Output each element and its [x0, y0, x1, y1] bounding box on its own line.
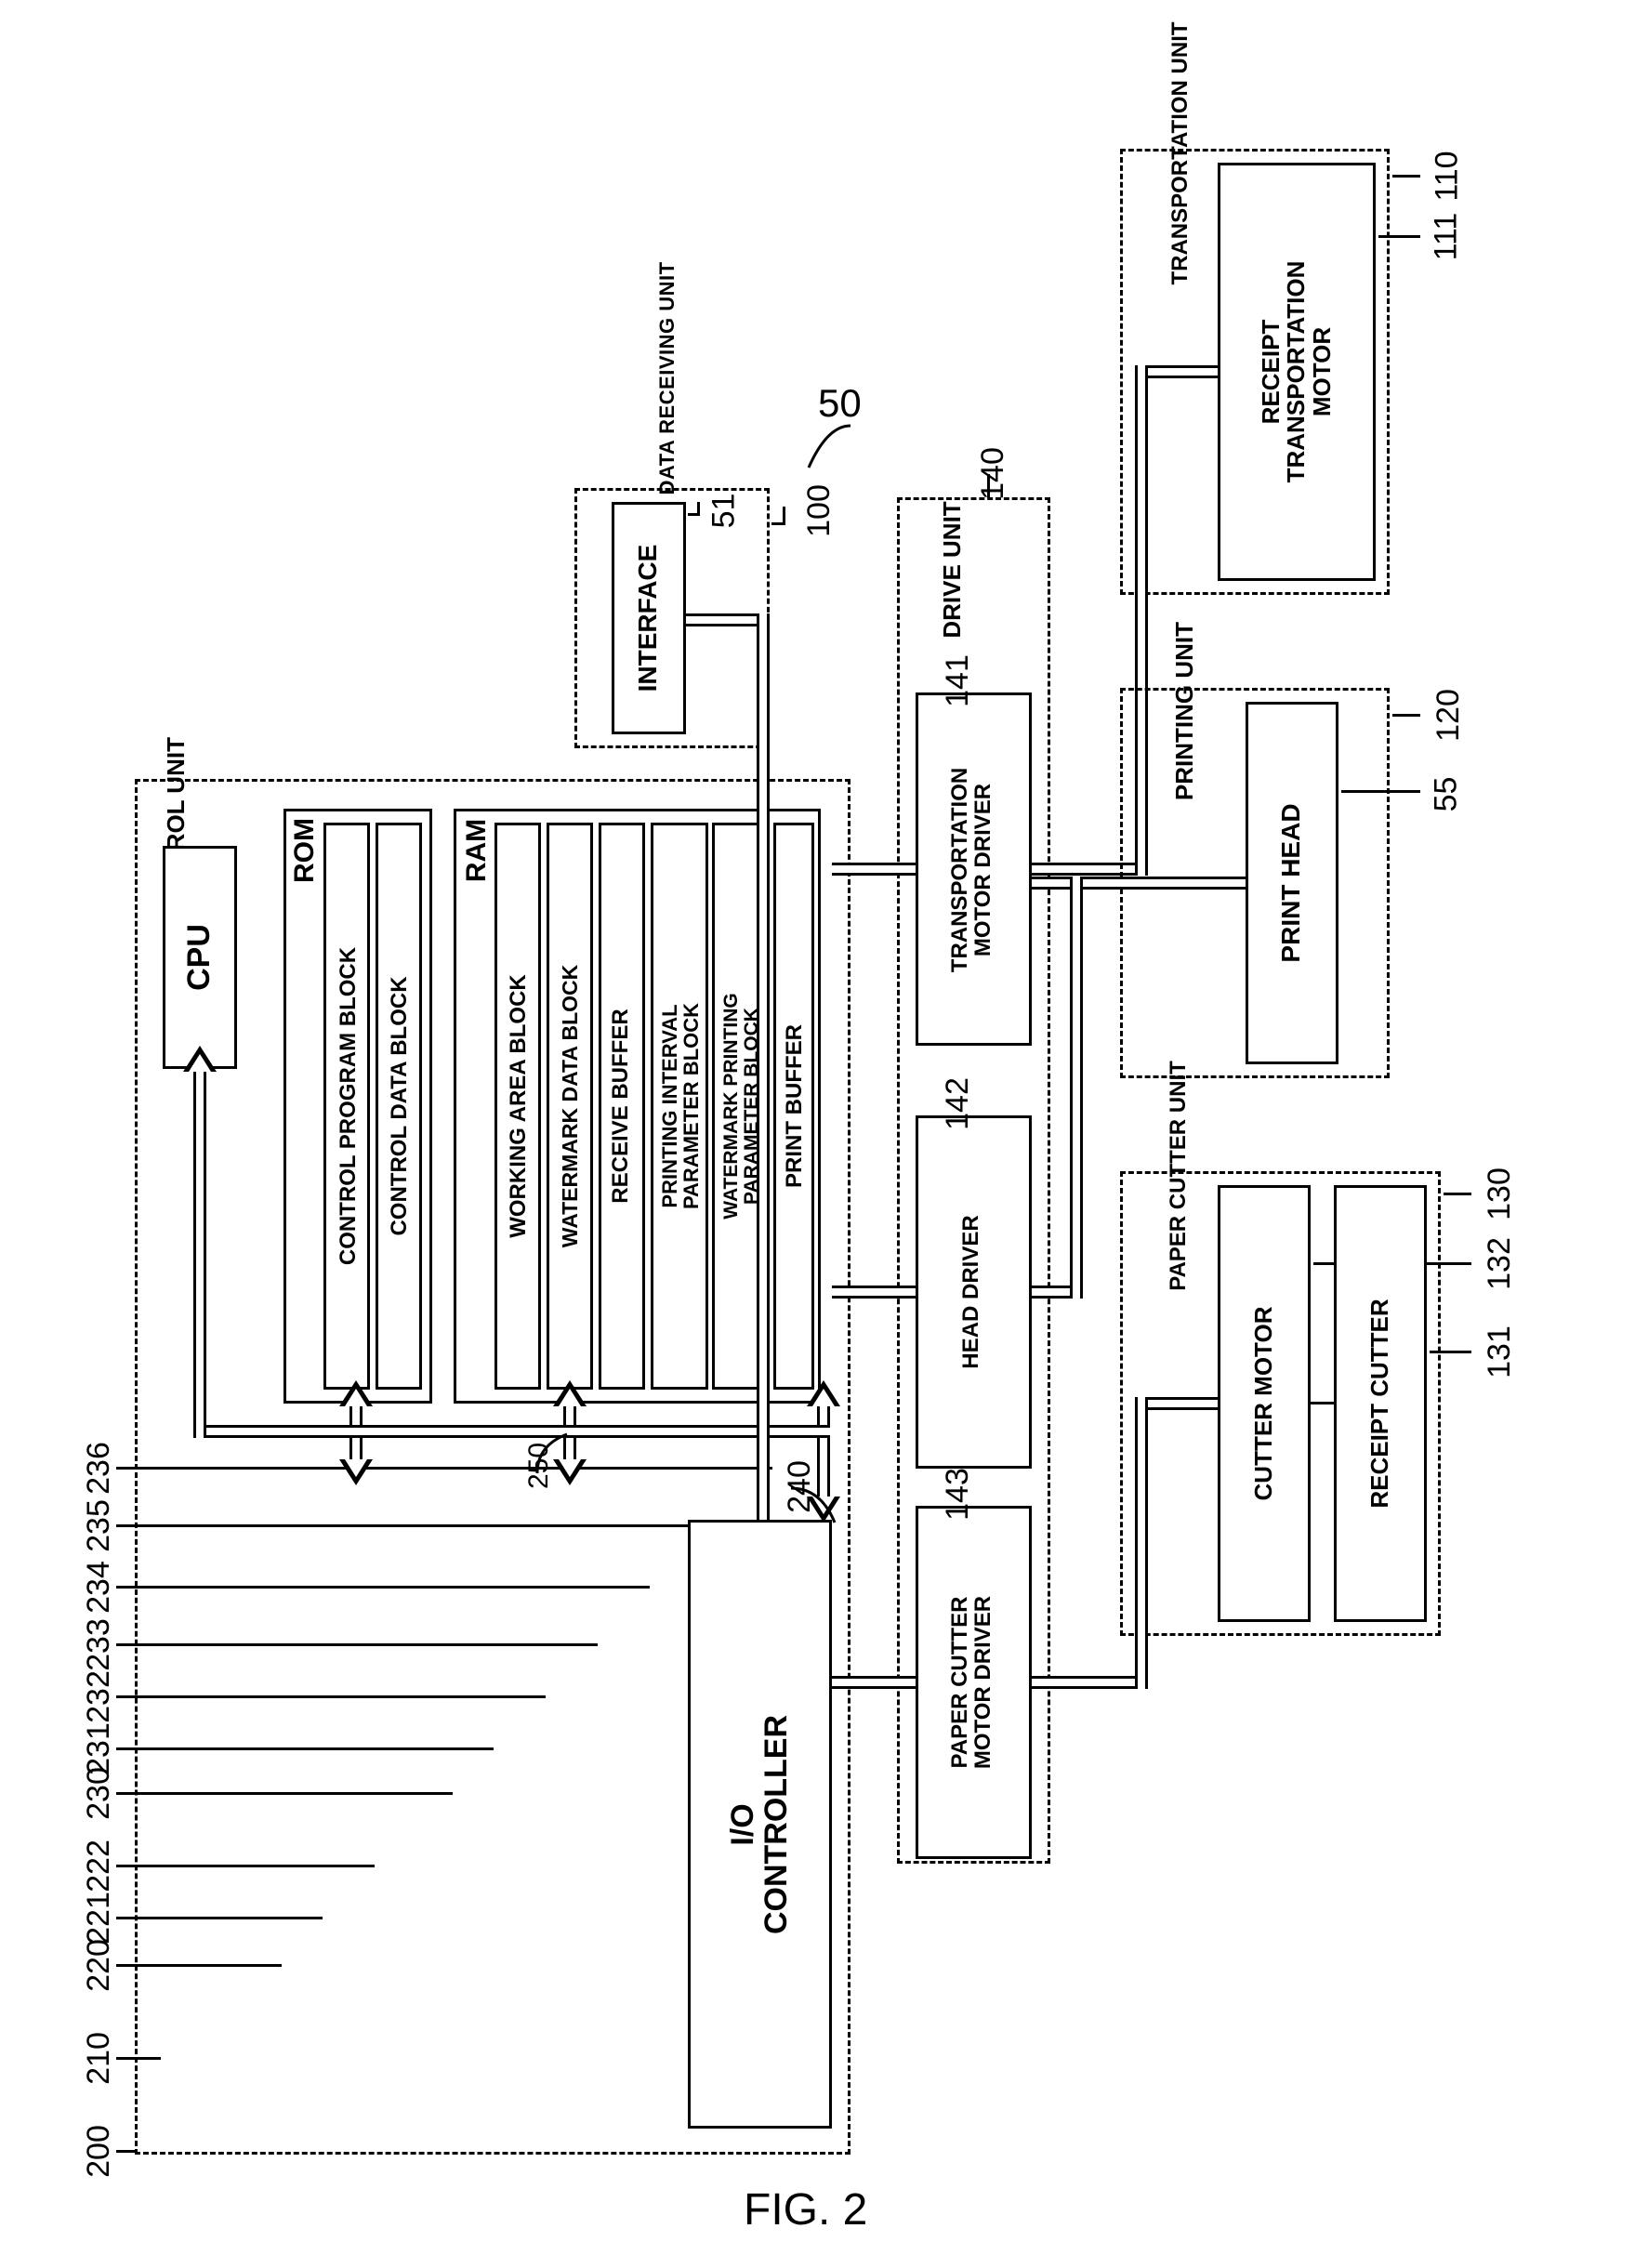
data-receiving-unit-label: DATA RECEIVING UNIT: [653, 257, 681, 499]
cutter-motor-label: CUTTER MOTOR: [1250, 1236, 1278, 1571]
ram-receive-buffer-label: RECEIVE BUFFER: [607, 930, 635, 1283]
print-head-label: PRINT HEAD: [1277, 748, 1305, 1018]
cpu-label: CPU: [186, 902, 214, 1013]
leader-main: [799, 416, 864, 481]
ref-rom: 220: [81, 1939, 117, 1992]
receipt-cutter-label: RECEIPT CUTTER: [1366, 1227, 1394, 1580]
ram-printing-interval-label: PRINTING INTERVAL PARAMETER BLOCK: [654, 911, 706, 1301]
rom-control-program-label: CONTROL PROGRAM BLOCK: [335, 888, 363, 1325]
ref-printing-unit: 120: [1431, 689, 1467, 742]
ram-label: RAM: [463, 804, 491, 897]
ref-141: 141: [940, 654, 976, 707]
ref-receipt-cutter: 131: [1482, 1325, 1518, 1378]
receipt-motor-label: RECEIPT TRANSPORTATION MOTOR: [1259, 172, 1334, 572]
ref-233: 233: [81, 1618, 117, 1671]
ref-receipt-motor: 111: [1428, 213, 1464, 261]
interface-label: INTERFACE: [634, 516, 662, 720]
transportation-unit-label: TRANSPORTATION UNIT: [1167, 0, 1194, 358]
ref-142: 142: [940, 1077, 976, 1130]
ref-cutter-motor: 132: [1482, 1237, 1518, 1290]
ram-watermark-data-label: WATERMARK DATA BLOCK: [556, 888, 584, 1325]
driver-cutter-label: PAPER CUTTER MOTOR DRIVER: [945, 1510, 997, 1854]
paper-cutter-unit-label: PAPER CUTTER UNIT: [1165, 981, 1193, 1371]
ref-cpu: 210: [81, 2032, 117, 2085]
drive-unit-label: DRIVE UNIT: [939, 468, 967, 672]
ram-working-area-label: WORKING AREA BLOCK: [505, 897, 533, 1315]
leader-bus: [530, 1427, 576, 1483]
ref-236: 236: [81, 1442, 117, 1495]
ref-control-unit: 200: [81, 2125, 117, 2178]
rom-label: ROM: [291, 804, 319, 897]
ref-rom-222: 222: [81, 1839, 117, 1892]
leader-io: [784, 1481, 839, 1536]
ref-paper-cutter-unit: 130: [1482, 1167, 1518, 1220]
io-controller-label: I/O CONTROLLER: [730, 1676, 791, 1973]
diagram-canvas: 50 DATA RECEIVING UNIT 100 INTERFACE 51 …: [37, 37, 1599, 2231]
figure-caption: FIG. 2: [744, 2184, 867, 2235]
ref-235: 235: [81, 1499, 117, 1552]
rom-control-data-label: CONTROL DATA BLOCK: [386, 902, 414, 1311]
ref-232: 232: [81, 1670, 117, 1723]
ref-231: 231: [81, 1722, 117, 1775]
ref-print-head: 55: [1428, 777, 1464, 812]
ref-transport-unit: 110: [1430, 151, 1466, 201]
ref-drive-unit: 140: [975, 447, 1011, 500]
ref-data-receiving: 100: [801, 484, 837, 537]
ref-143: 143: [940, 1468, 976, 1521]
ref-interface: 51: [705, 494, 742, 529]
ram-print-buffer-label: PRINT BUFFER: [781, 953, 809, 1259]
driver-transport-label: TRANSPORTATION MOTOR DRIVER: [945, 698, 997, 1042]
ref-234: 234: [81, 1561, 117, 1614]
driver-head-label: HEAD DRIVER: [957, 1171, 985, 1413]
printing-unit-label: PRINTING UNIT: [1171, 562, 1199, 860]
bus-trunk: [193, 1425, 830, 1438]
ref-rom-221: 221: [81, 1892, 117, 1945]
